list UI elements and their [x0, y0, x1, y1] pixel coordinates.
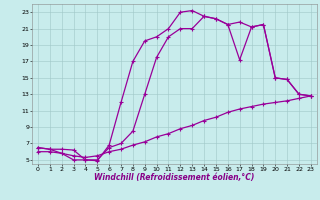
X-axis label: Windchill (Refroidissement éolien,°C): Windchill (Refroidissement éolien,°C)	[94, 173, 255, 182]
